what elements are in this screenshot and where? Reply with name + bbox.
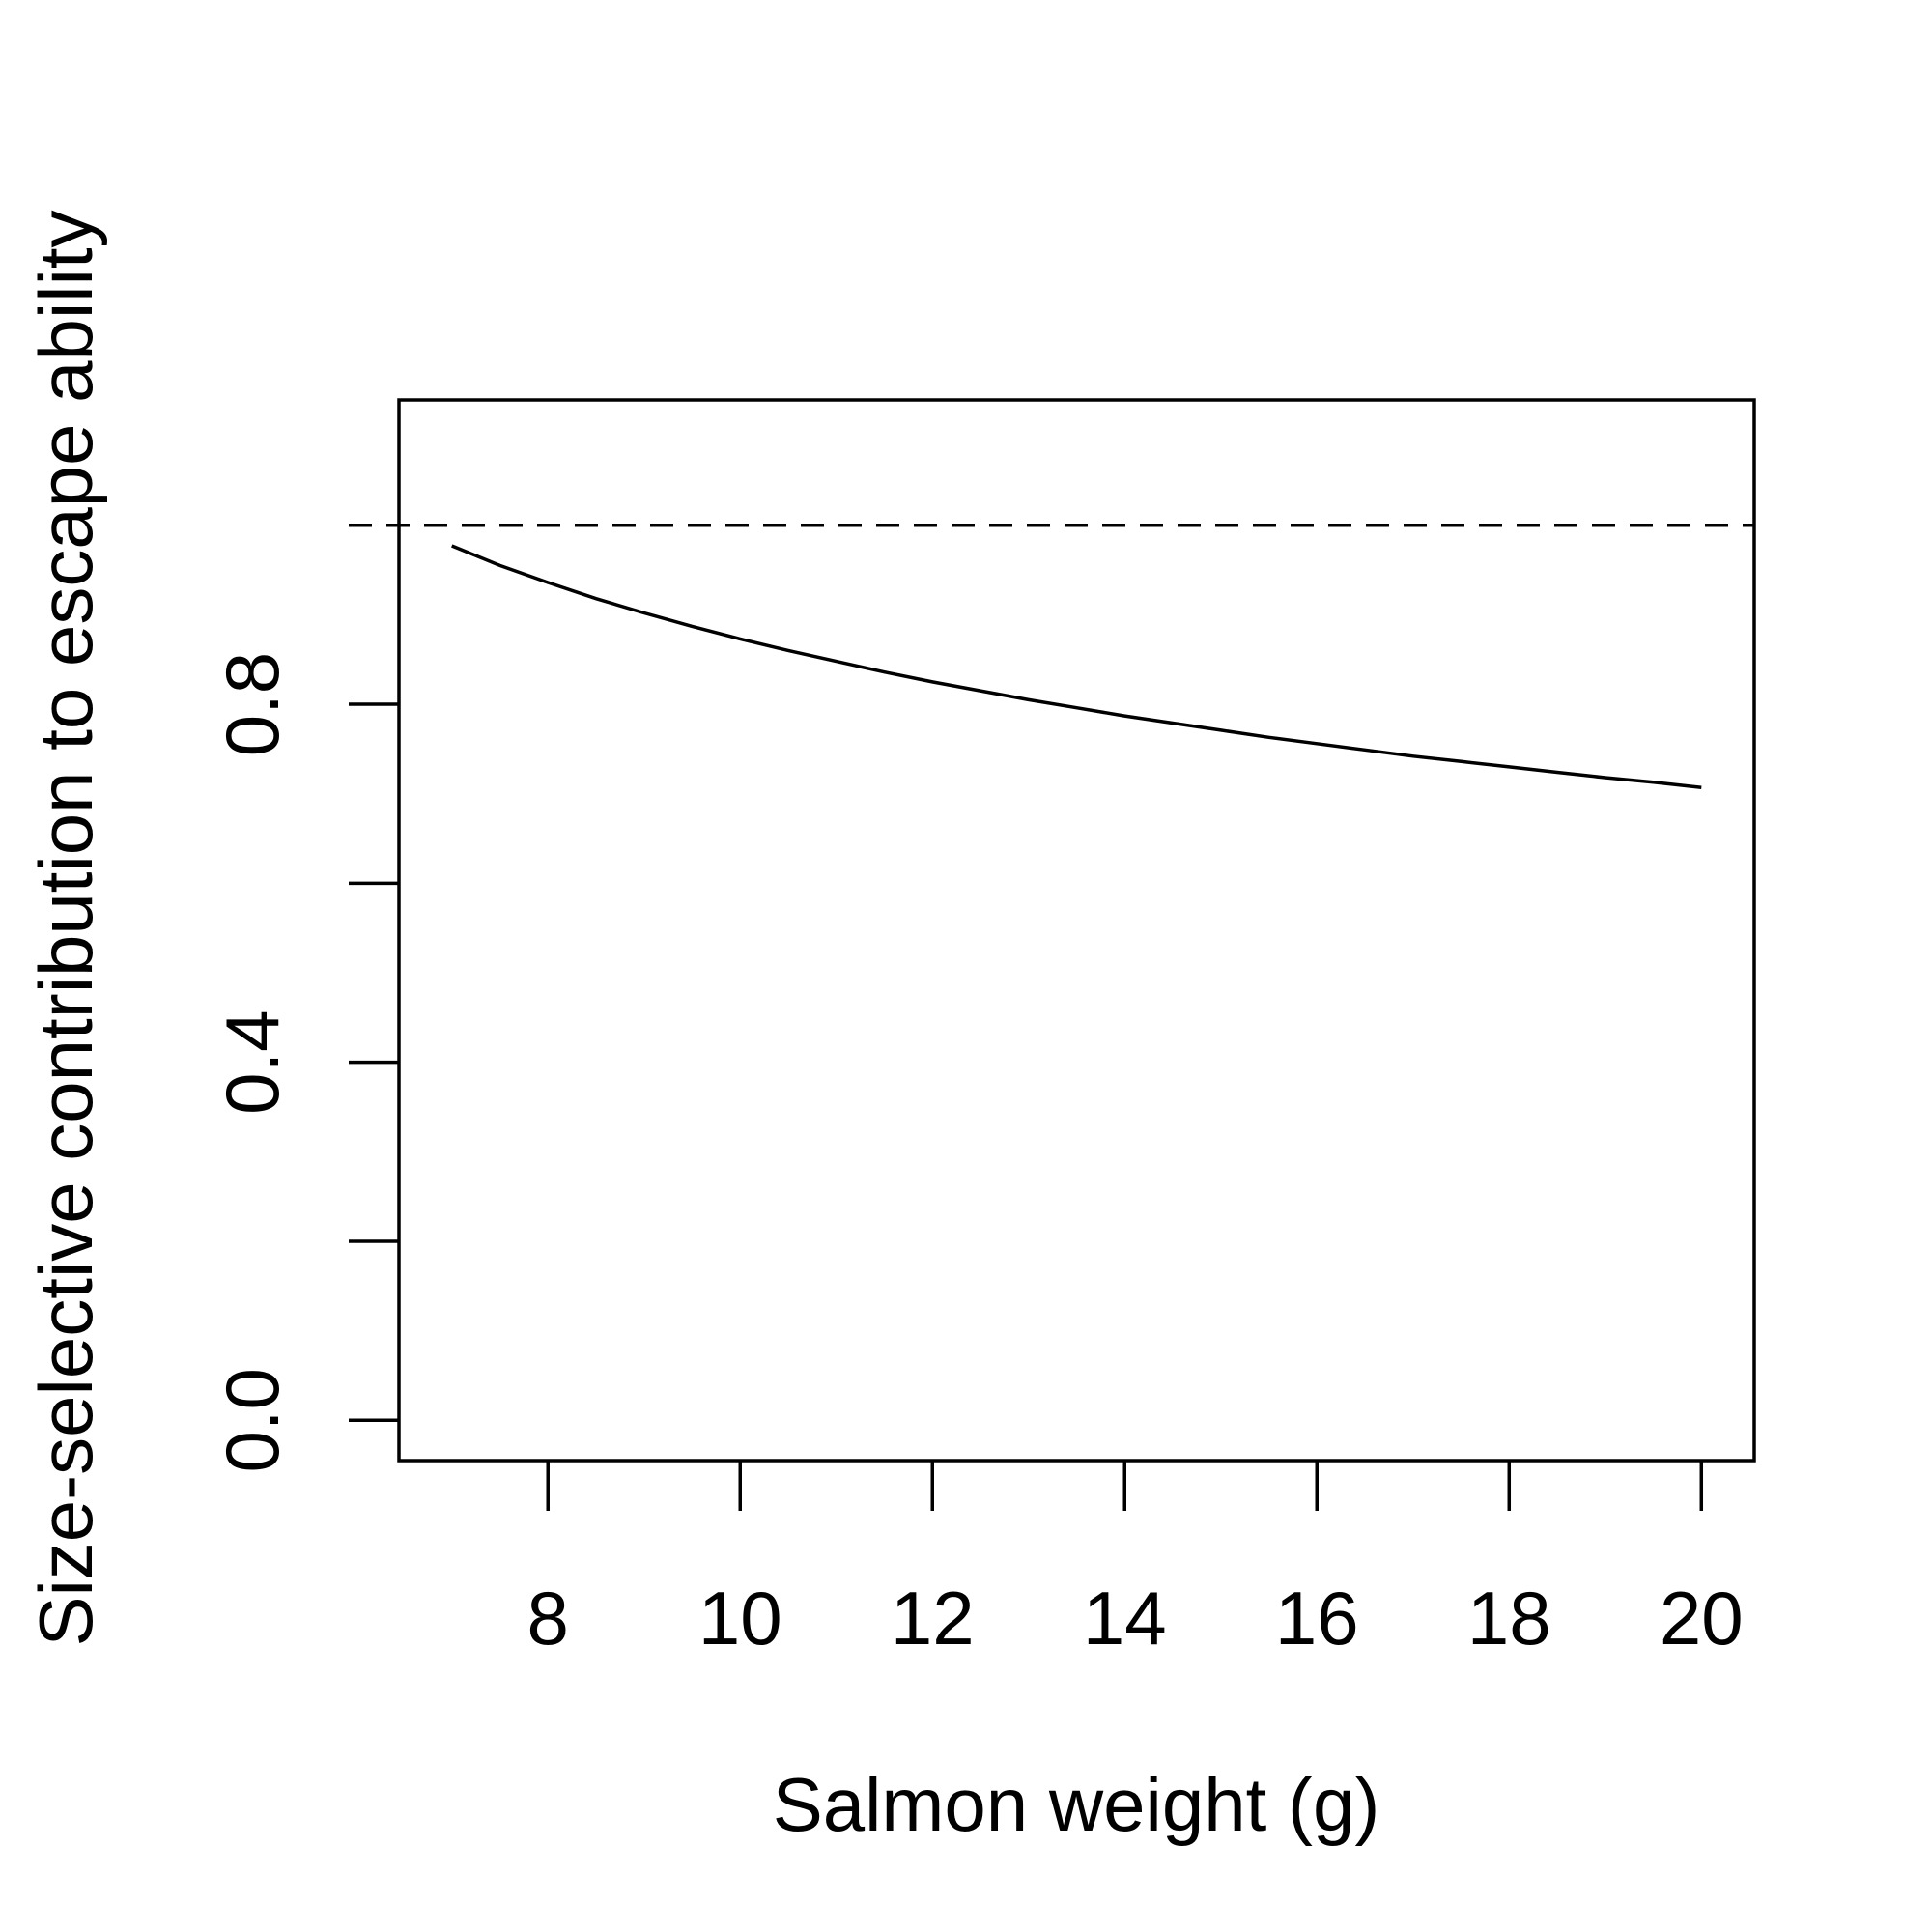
y-tick-label: 0.8 — [210, 652, 295, 756]
x-tick-label: 18 — [1467, 1576, 1551, 1661]
x-tick-label: 14 — [1083, 1576, 1167, 1661]
x-tick-label: 10 — [698, 1576, 782, 1661]
x-tick-label: 20 — [1660, 1576, 1744, 1661]
x-tick-label: 12 — [891, 1576, 975, 1661]
series-line — [451, 544, 1702, 789]
y-tick-label: 0.0 — [210, 1368, 295, 1472]
x-tick-label: 8 — [527, 1576, 569, 1661]
x-axis-title: Salmon weight (g) — [773, 1762, 1380, 1847]
y-axis-title: Size-selective contribution to escape ab… — [23, 210, 108, 1646]
x-axis: 8 10 12 14 16 18 20 — [527, 1461, 1744, 1661]
y-tick-label: 0.4 — [210, 1009, 295, 1114]
plot-frame — [397, 398, 1756, 1463]
x-tick-label: 16 — [1275, 1576, 1359, 1661]
y-axis: 0.0 0.4 0.8 — [210, 652, 399, 1473]
